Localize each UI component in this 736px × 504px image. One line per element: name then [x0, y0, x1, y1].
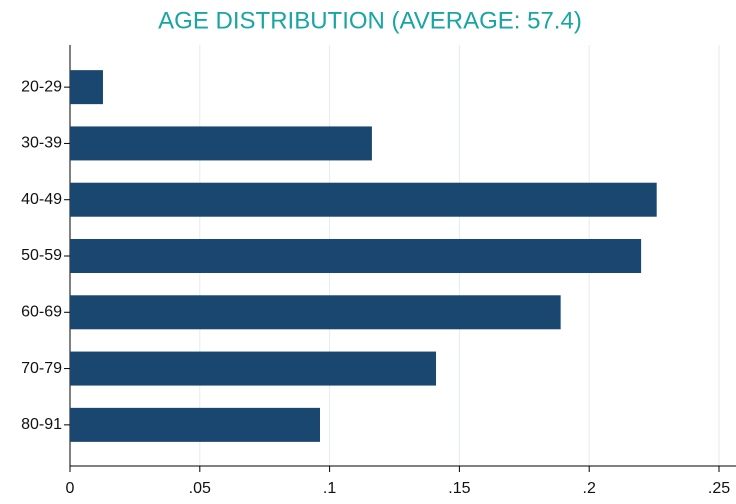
y-tick-label: 80-91 — [21, 416, 62, 433]
y-tick-label: 40-49 — [21, 191, 62, 208]
x-tick-label: .15 — [448, 480, 470, 497]
x-tick-label: .05 — [189, 480, 211, 497]
y-tick-label: 50-59 — [21, 247, 62, 264]
x-tick-label: .1 — [323, 480, 336, 497]
bar — [70, 295, 561, 330]
bar — [70, 351, 437, 386]
x-tick-label: .2 — [583, 480, 596, 497]
x-tick-label: 0 — [66, 480, 75, 497]
y-tick-label: 70-79 — [21, 360, 62, 377]
bar — [70, 182, 657, 217]
chart-title: AGE DISTRIBUTION (AVERAGE: 57.4) — [158, 7, 582, 34]
bar — [70, 126, 372, 161]
bar — [70, 407, 320, 442]
y-tick-label: 30-39 — [21, 135, 62, 152]
y-tick-label: 60-69 — [21, 304, 62, 321]
bar — [70, 239, 642, 273]
y-tick-label: 20-29 — [21, 78, 62, 95]
x-tick-label: .25 — [708, 480, 730, 497]
bar — [70, 70, 103, 105]
